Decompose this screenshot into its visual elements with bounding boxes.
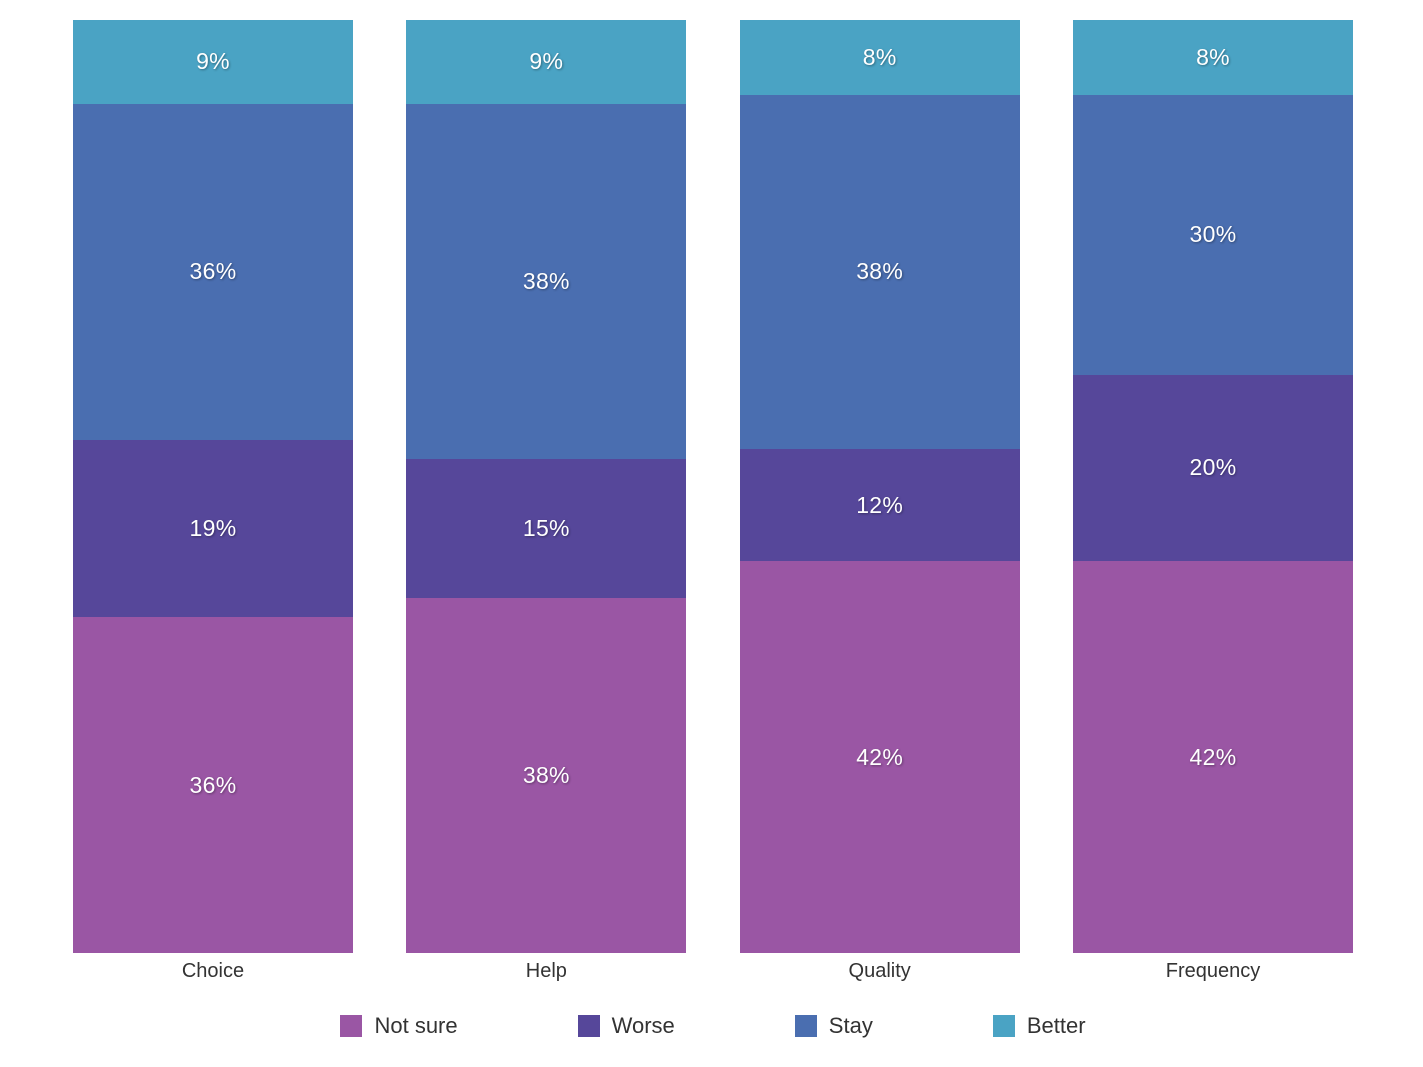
segment-value-label: 15%	[523, 515, 570, 542]
segment-choice-not_sure: 36%	[73, 617, 353, 953]
segment-frequency-not_sure: 42%	[1073, 561, 1353, 953]
segment-help-stay: 38%	[406, 104, 686, 459]
segment-value-label: 19%	[190, 515, 237, 542]
legend-swatch-worse	[578, 1015, 600, 1037]
segment-help-worse: 15%	[406, 459, 686, 599]
bar-choice: 9% 36% 19% 36%	[73, 20, 353, 953]
segment-value-label: 9%	[529, 48, 563, 75]
x-label-help: Help	[406, 960, 686, 988]
legend-item-better: Better	[993, 1013, 1086, 1039]
x-label-choice: Choice	[73, 960, 353, 988]
segment-frequency-worse: 20%	[1073, 375, 1353, 562]
legend-swatch-better	[993, 1015, 1015, 1037]
segment-frequency-stay: 30%	[1073, 95, 1353, 375]
segment-value-label: 36%	[190, 258, 237, 285]
segment-choice-stay: 36%	[73, 104, 353, 440]
stacked-bar-chart: 9% 36% 19% 36% 9% 38% 15% 38% 8% 38% 12% 42% 8% 30% 20…	[0, 0, 1423, 1067]
legend-item-stay: Stay	[795, 1013, 873, 1039]
segment-quality-not_sure: 42%	[740, 561, 1020, 953]
segment-help-better: 9%	[406, 20, 686, 104]
segment-choice-worse: 19%	[73, 440, 353, 617]
segment-value-label: 42%	[1190, 744, 1237, 771]
segment-value-label: 38%	[523, 762, 570, 789]
segment-value-label: 38%	[856, 258, 903, 285]
segment-value-label: 8%	[1196, 44, 1230, 71]
segment-value-label: 12%	[856, 492, 903, 519]
legend-label: Better	[1027, 1013, 1086, 1039]
bar-help: 9% 38% 15% 38%	[406, 20, 686, 953]
x-axis-labels: Choice Help Quality Frequency	[73, 960, 1353, 988]
legend-item-not_sure: Not sure	[340, 1013, 457, 1039]
segment-quality-better: 8%	[740, 20, 1020, 95]
segment-quality-stay: 38%	[740, 95, 1020, 450]
segment-help-not_sure: 38%	[406, 598, 686, 953]
segment-choice-better: 9%	[73, 20, 353, 104]
x-label-quality: Quality	[740, 960, 1020, 988]
bar-frequency: 8% 30% 20% 42%	[1073, 20, 1353, 953]
legend-swatch-not_sure	[340, 1015, 362, 1037]
segment-value-label: 30%	[1190, 221, 1237, 248]
legend-item-worse: Worse	[578, 1013, 675, 1039]
plot-area: 9% 36% 19% 36% 9% 38% 15% 38% 8% 38% 12% 42% 8% 30% 20…	[73, 20, 1353, 953]
segment-value-label: 20%	[1190, 454, 1237, 481]
segment-frequency-better: 8%	[1073, 20, 1353, 95]
segment-quality-worse: 12%	[740, 449, 1020, 561]
legend-label: Not sure	[374, 1013, 457, 1039]
legend: Not sure Worse Stay Better	[73, 1006, 1353, 1046]
segment-value-label: 9%	[196, 48, 230, 75]
segment-value-label: 42%	[856, 744, 903, 771]
legend-label: Stay	[829, 1013, 873, 1039]
legend-swatch-stay	[795, 1015, 817, 1037]
segment-value-label: 36%	[190, 772, 237, 799]
bar-quality: 8% 38% 12% 42%	[740, 20, 1020, 953]
segment-value-label: 38%	[523, 268, 570, 295]
legend-label: Worse	[612, 1013, 675, 1039]
x-label-frequency: Frequency	[1073, 960, 1353, 988]
segment-value-label: 8%	[863, 44, 897, 71]
